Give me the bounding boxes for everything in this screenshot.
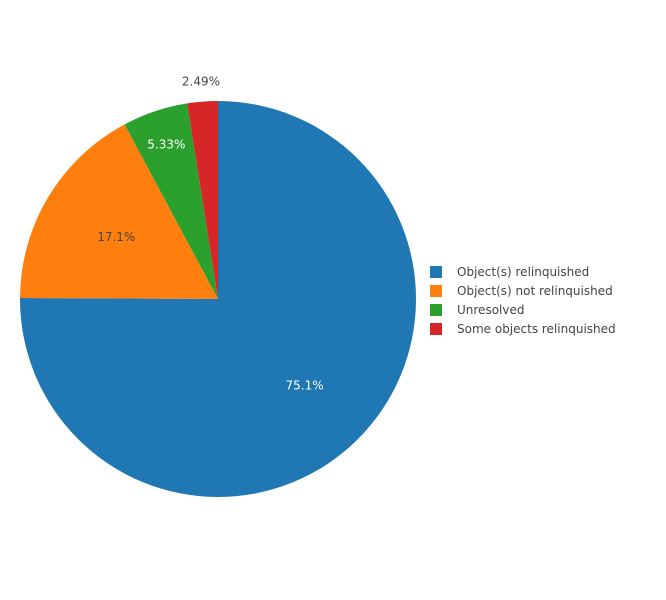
legend-item[interactable]: Object(s) not relinquished [430,281,616,300]
pie-slice-1[interactable] [20,124,218,299]
legend: Object(s) relinquished Object(s) not reli… [430,262,616,338]
legend-label: Some objects relinquished [457,321,616,336]
slice-label-0: 75.1% [286,379,324,393]
legend-swatch [430,322,442,335]
slice-label-1: 17.1% [97,230,135,244]
legend-swatch [430,284,442,297]
legend-label: Unresolved [457,302,525,317]
legend-label: Object(s) not relinquished [457,283,613,298]
legend-label: Object(s) relinquished [457,264,590,279]
pie-slice-3[interactable] [187,101,218,299]
slice-label-2: 5.33% [147,138,185,152]
legend-item[interactable]: Object(s) relinquished [430,262,616,281]
slice-label-3: 2.49% [182,74,220,88]
pie-slice-2[interactable] [124,103,218,299]
legend-item[interactable]: Some objects relinquished [430,319,616,338]
legend-swatch [430,265,442,278]
legend-swatch [430,303,442,316]
legend-item[interactable]: Unresolved [430,300,616,319]
